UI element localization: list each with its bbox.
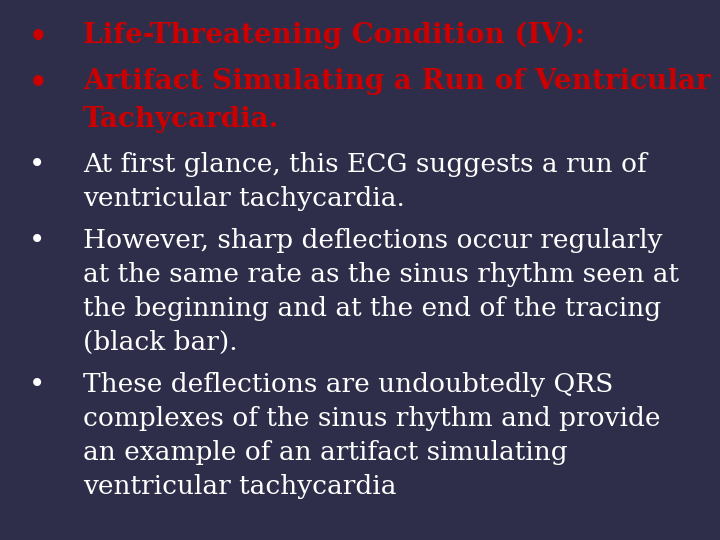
Text: at the same rate as the sinus rhythm seen at: at the same rate as the sinus rhythm see…: [83, 262, 679, 287]
Text: At first glance, this ECG suggests a run of: At first glance, this ECG suggests a run…: [83, 152, 647, 177]
Text: Tachycardia.: Tachycardia.: [83, 106, 279, 133]
Text: These deflections are undoubtedly QRS: These deflections are undoubtedly QRS: [83, 372, 613, 397]
Text: an example of an artifact simulating: an example of an artifact simulating: [83, 440, 567, 465]
Text: (black bar).: (black bar).: [83, 330, 238, 355]
Text: Life-Threatening Condition (IV):: Life-Threatening Condition (IV):: [83, 22, 585, 49]
Text: •: •: [29, 228, 45, 255]
Text: •: •: [29, 372, 45, 399]
Text: Artifact Simulating a Run of Ventricular: Artifact Simulating a Run of Ventricular: [83, 68, 711, 95]
Text: ventricular tachycardia: ventricular tachycardia: [83, 474, 396, 499]
Text: ventricular tachycardia.: ventricular tachycardia.: [83, 186, 405, 211]
Text: •: •: [29, 68, 48, 97]
Text: complexes of the sinus rhythm and provide: complexes of the sinus rhythm and provid…: [83, 406, 660, 431]
Text: However, sharp deflections occur regularly: However, sharp deflections occur regular…: [83, 228, 662, 253]
Text: the beginning and at the end of the tracing: the beginning and at the end of the trac…: [83, 296, 661, 321]
Text: •: •: [29, 22, 48, 51]
Text: •: •: [29, 152, 45, 179]
